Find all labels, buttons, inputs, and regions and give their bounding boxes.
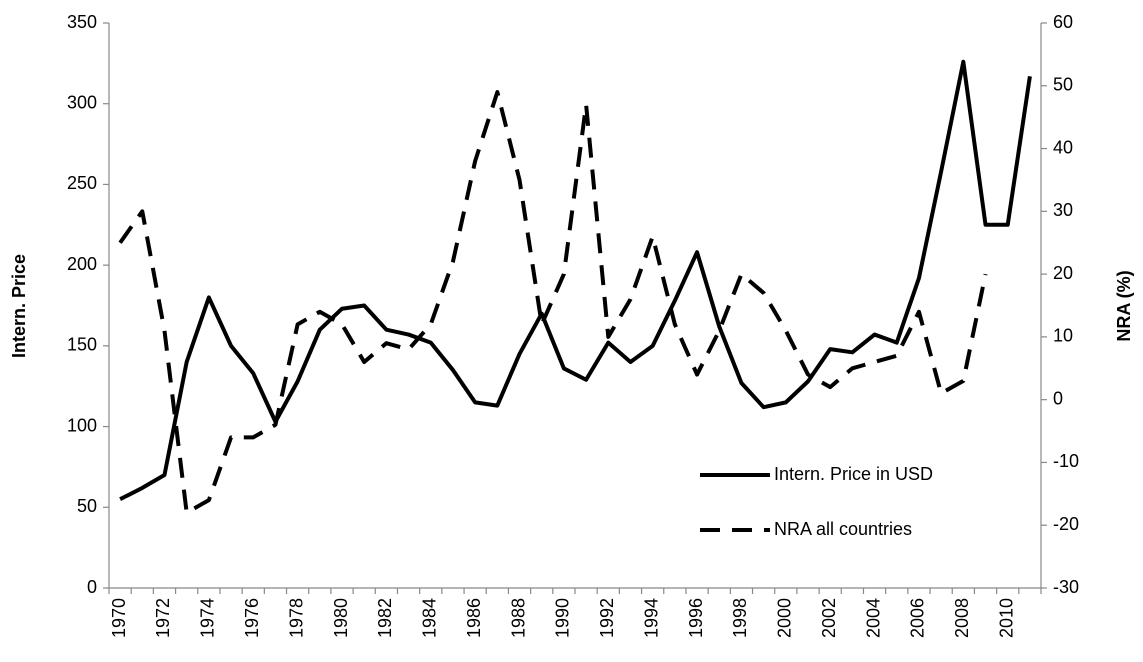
x-tick-label: 1988: [508, 598, 528, 638]
series-line: [118, 90, 988, 515]
y-tick-label: 0: [87, 577, 97, 597]
y-tick-label: 350: [67, 12, 97, 32]
y-axis-label: Intern. Price: [9, 254, 29, 358]
x-tick-label: 1986: [464, 598, 484, 638]
y2-tick-label: -20: [1053, 514, 1079, 534]
x-tick-label: 1980: [331, 598, 351, 638]
x-tick-label: 2002: [819, 598, 839, 638]
x-tick-label: 1996: [686, 598, 706, 638]
y2-tick-label: 10: [1053, 326, 1073, 346]
y-tick-label: 250: [67, 173, 97, 193]
x-tick-label: 1972: [153, 598, 173, 638]
y2-tick-label: 60: [1053, 12, 1073, 32]
y2-tick-label: 20: [1053, 263, 1073, 283]
y2-axis-label: NRA (%): [1114, 270, 1134, 341]
y-tick-label: 100: [67, 415, 97, 435]
y2-tick-label: -10: [1053, 451, 1079, 471]
x-tick-label: 1994: [641, 598, 661, 638]
legend-label: Intern. Price in USD: [774, 464, 933, 484]
x-tick-label: 1984: [420, 598, 440, 638]
x-tick-label: 2010: [996, 598, 1016, 638]
y-tick-label: 200: [67, 254, 97, 274]
x-tick-label: 2000: [775, 598, 795, 638]
x-tick-label: 2006: [908, 598, 928, 638]
y2-tick-label: -30: [1053, 577, 1079, 597]
x-tick-label: 2004: [863, 598, 883, 638]
x-tick-label: 1978: [286, 598, 306, 638]
x-tick-label: 1982: [375, 598, 395, 638]
x-tick-label: 1998: [730, 598, 750, 638]
y-tick-label: 50: [77, 496, 97, 516]
y2-tick-label: 0: [1053, 388, 1063, 408]
series-line: [119, 59, 1032, 501]
y2-tick-label: 30: [1053, 200, 1073, 220]
y2-tick-label: 40: [1053, 137, 1073, 157]
y2-tick-label: 50: [1053, 75, 1073, 95]
y-tick-label: 150: [67, 335, 97, 355]
x-tick-label: 1970: [109, 598, 129, 638]
x-tick-label: 1974: [198, 598, 218, 638]
x-tick-label: 1992: [597, 598, 617, 638]
x-tick-label: 2008: [952, 598, 972, 638]
x-tick-label: 1976: [242, 598, 262, 638]
x-tick-label: 1990: [553, 598, 573, 638]
y-tick-label: 300: [67, 92, 97, 112]
legend-label: NRA all countries: [774, 519, 912, 539]
